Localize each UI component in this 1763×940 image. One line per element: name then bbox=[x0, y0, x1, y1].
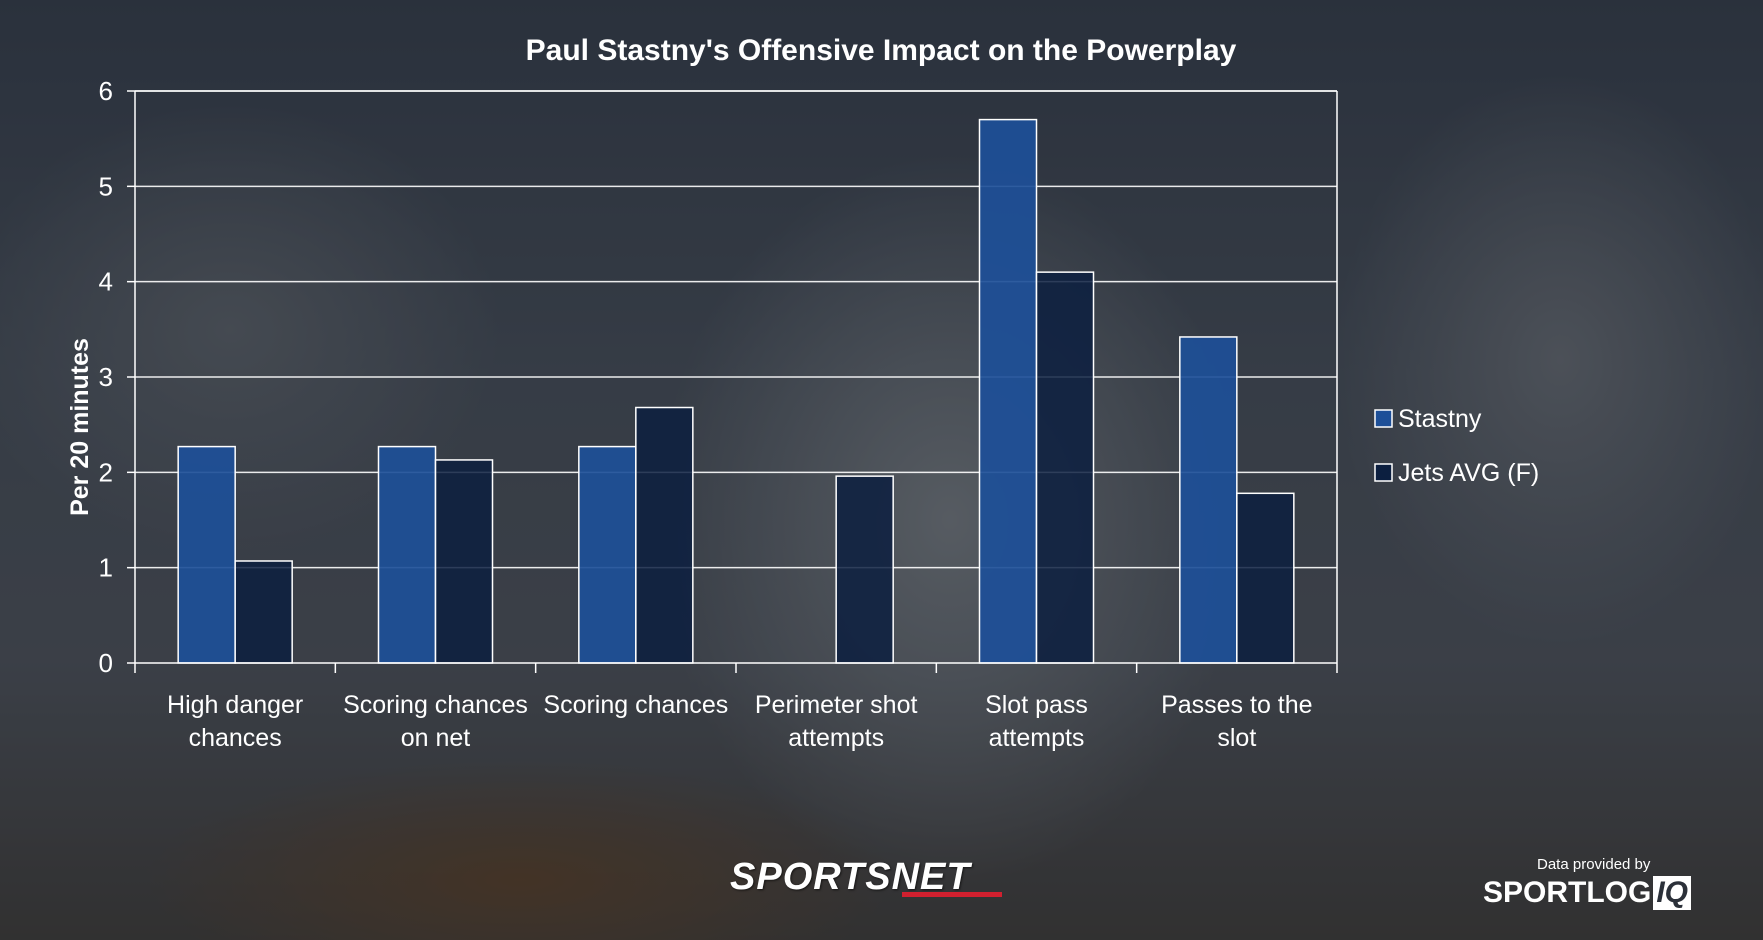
bar-jets-avg-f--4 bbox=[1035, 271, 1095, 664]
bar-jets-avg-f--1 bbox=[434, 459, 494, 664]
bar-stastny-2 bbox=[578, 445, 637, 664]
y-tick-labels: 0 1 2 3 4 5 6 bbox=[99, 76, 113, 678]
legend-swatch-1 bbox=[1374, 463, 1393, 482]
bar-jets-avg-f--0 bbox=[234, 560, 293, 664]
chart-title: Paul Stastny's Offensive Impact on the P… bbox=[526, 34, 1237, 67]
bar-jets-avg-f--3 bbox=[835, 475, 894, 664]
y-tick-label-1: 1 bbox=[99, 553, 113, 583]
data-provided-by: Data provided by bbox=[1537, 856, 1651, 873]
y-tick-label-4: 4 bbox=[99, 267, 113, 297]
category-label-line: Slot pass bbox=[985, 691, 1088, 719]
category-label-3: Perimeter shot attempts bbox=[755, 691, 918, 752]
category-label-line: Perimeter shot bbox=[755, 691, 918, 719]
legend-label-0: Stastny bbox=[1398, 405, 1482, 433]
sportlogiq-logo: SPORTLOG IQ bbox=[1483, 876, 1692, 910]
category-label-line: Scoring chances bbox=[543, 691, 728, 719]
bar-jets-avg-f--2 bbox=[635, 406, 694, 664]
y-tick-label-3: 3 bbox=[99, 362, 113, 392]
category-label-line: slot bbox=[1217, 724, 1256, 752]
y-tick-label-0: 0 bbox=[99, 648, 113, 678]
category-label-0: High danger chances bbox=[167, 691, 303, 752]
category-label-line: Scoring chances bbox=[343, 691, 528, 719]
category-label-line: chances bbox=[189, 724, 282, 752]
category-label-5: Passes to the slot bbox=[1161, 691, 1312, 752]
y-tick-label-2: 2 bbox=[99, 457, 113, 487]
bar-stastny-4 bbox=[978, 118, 1038, 664]
category-label-line: attempts bbox=[788, 724, 884, 752]
legend-swatch-0 bbox=[1374, 409, 1393, 428]
sportsnet-logo-text: SPORTSNET bbox=[730, 856, 971, 898]
sportsnet-logo: SPORTSNET bbox=[730, 856, 1002, 899]
axes bbox=[134, 90, 1338, 673]
category-label-1: Scoring chances on net bbox=[343, 691, 528, 752]
y-tick-label-5: 5 bbox=[99, 171, 113, 201]
bar-jets-avg-f--5 bbox=[1236, 492, 1295, 664]
bars bbox=[177, 118, 1295, 664]
category-label-line: on net bbox=[401, 724, 471, 752]
bar-stastny-5 bbox=[1179, 336, 1238, 664]
category-label-line: attempts bbox=[989, 724, 1085, 752]
category-label-4: Slot pass attempts bbox=[985, 691, 1088, 752]
category-label-line: Passes to the bbox=[1161, 691, 1312, 719]
category-label-line: High danger bbox=[167, 691, 303, 719]
legend: Stastny Jets AVG (F) bbox=[1374, 405, 1539, 487]
bar-stastny-0 bbox=[177, 445, 236, 664]
legend-label-1: Jets AVG (F) bbox=[1398, 459, 1539, 487]
sportsnet-logo-bar bbox=[902, 892, 1002, 897]
gridlines bbox=[127, 90, 1337, 664]
y-tick-label-6: 6 bbox=[99, 76, 113, 106]
y-axis-label: Per 20 minutes bbox=[66, 338, 94, 516]
sportlogiq-logo-main: SPORTLOG bbox=[1483, 876, 1652, 909]
category-label-2: Scoring chances bbox=[543, 691, 728, 719]
bar-stastny-1 bbox=[377, 445, 437, 664]
sportlogiq-logo-iq: IQ bbox=[1653, 876, 1692, 910]
